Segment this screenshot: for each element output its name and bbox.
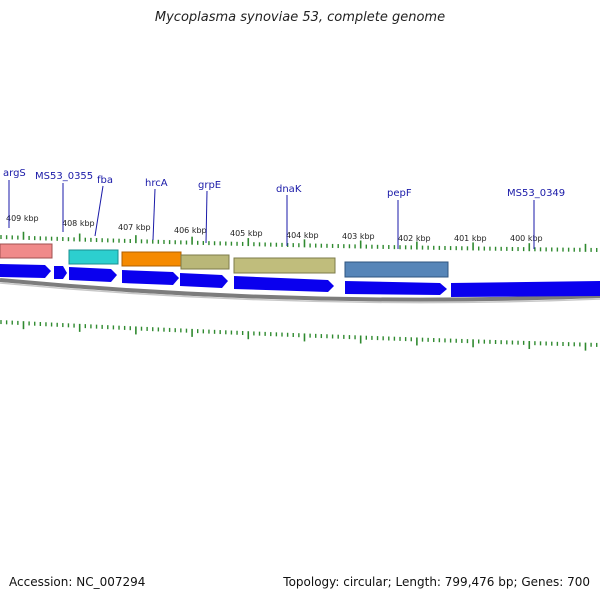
cds-arrow — [345, 281, 447, 295]
outer-ticks — [0, 231, 598, 252]
feature-grpE — [180, 254, 230, 270]
feature-argS — [0, 243, 53, 259]
feature-pepF — [344, 261, 449, 278]
cds-arrow — [180, 273, 228, 288]
kbp-label: 404 kbp — [286, 231, 319, 240]
kbp-label: 409 kbp — [6, 214, 39, 223]
feature-fba — [68, 249, 119, 265]
kbp-label: 405 kbp — [230, 229, 263, 238]
feature-hrcA — [121, 251, 182, 267]
genome-title: Mycoplasma synoviae 53, complete genome — [154, 10, 446, 25]
cds-arrow — [69, 267, 117, 282]
cds-arrow — [451, 281, 600, 297]
gene-label-hrcA: hrcA — [145, 178, 168, 189]
genome-summary-text: Topology: circular; Length: 799,476 bp; … — [283, 575, 590, 589]
kbp-label: 401 kbp — [454, 234, 487, 243]
gene-label-ms53-0349: MS53_0349 — [507, 188, 565, 199]
gene-leaders — [8, 180, 535, 249]
kbp-labels: 409 kbp 408 kbp 407 kbp 406 kbp 405 kbp … — [6, 214, 543, 243]
cds-arrow — [234, 276, 334, 292]
cds-arrow — [54, 266, 67, 279]
gene-label-argS: argS — [3, 168, 26, 179]
kbp-label: 406 kbp — [174, 226, 207, 235]
kbp-label: 402 kbp — [398, 234, 431, 243]
kbp-label: 407 kbp — [118, 223, 151, 232]
accession-text: Accession: NC_007294 — [9, 575, 146, 589]
feature-dnaK — [233, 257, 336, 274]
gene-label-dnaK: dnaK — [276, 184, 302, 195]
gene-label-ms53-0355: MS53_0355 — [35, 171, 93, 182]
inner-ticks — [0, 320, 598, 351]
gene-label-pepF: pepF — [387, 188, 412, 199]
cds-arrow — [0, 264, 51, 278]
kbp-label: 408 kbp — [62, 219, 95, 228]
kbp-label: 403 kbp — [342, 232, 375, 241]
kbp-label: 400 kbp — [510, 234, 543, 243]
gene-label-fba: fba — [97, 175, 113, 186]
cds-track — [0, 264, 600, 297]
feature-track — [0, 243, 449, 278]
cds-arrow — [122, 270, 179, 285]
gene-labels: argS MS53_0355 fba hrcA grpE dnaK pepF M… — [3, 168, 565, 199]
genome-backbone — [0, 278, 600, 302]
gene-label-grpE: grpE — [198, 180, 221, 191]
